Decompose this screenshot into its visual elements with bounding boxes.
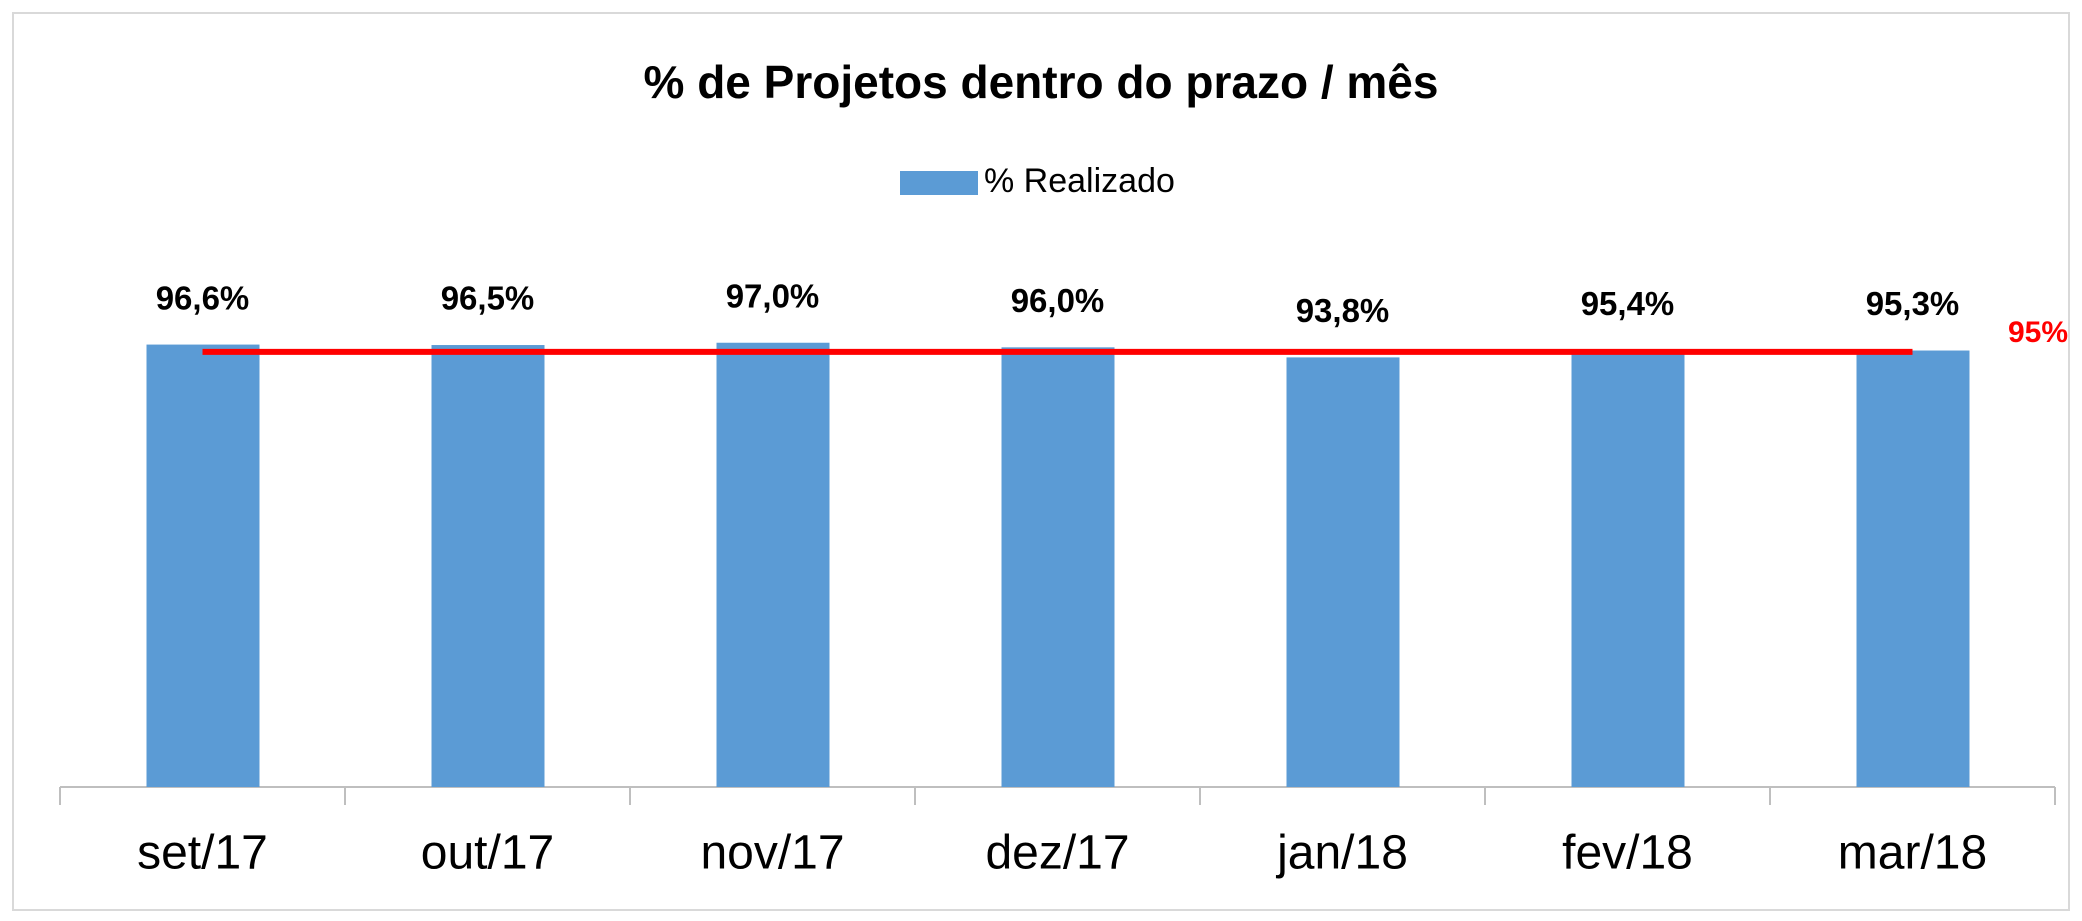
data-label: 93,8% bbox=[1296, 292, 1390, 329]
bar bbox=[146, 344, 260, 787]
chart-title: % de Projetos dentro do prazo / mês bbox=[644, 56, 1439, 108]
bar bbox=[1286, 357, 1400, 787]
x-tick-label: nov/17 bbox=[700, 827, 844, 880]
x-tick-label: jan/18 bbox=[1275, 827, 1408, 880]
x-tick-label: dez/17 bbox=[985, 827, 1129, 880]
bar bbox=[716, 342, 830, 787]
x-tick-label: set/17 bbox=[137, 827, 268, 880]
data-label: 95,3% bbox=[1866, 285, 1960, 322]
data-label: 95,4% bbox=[1581, 285, 1675, 322]
legend-label: % Realizado bbox=[984, 162, 1175, 200]
x-tick-label: out/17 bbox=[421, 827, 554, 880]
bar bbox=[1001, 347, 1115, 787]
data-label: 96,6% bbox=[156, 279, 250, 316]
target-label: 95% bbox=[2008, 316, 2068, 349]
x-tick-label: mar/18 bbox=[1838, 827, 1987, 880]
data-label: 96,5% bbox=[441, 280, 535, 317]
bar bbox=[1856, 350, 1970, 787]
legend-swatch bbox=[900, 171, 978, 195]
data-label: 96,0% bbox=[1011, 282, 1105, 319]
data-label: 97,0% bbox=[726, 277, 820, 314]
bar bbox=[431, 345, 545, 787]
x-tick-label: fev/18 bbox=[1562, 827, 1693, 880]
bar bbox=[1571, 350, 1685, 787]
